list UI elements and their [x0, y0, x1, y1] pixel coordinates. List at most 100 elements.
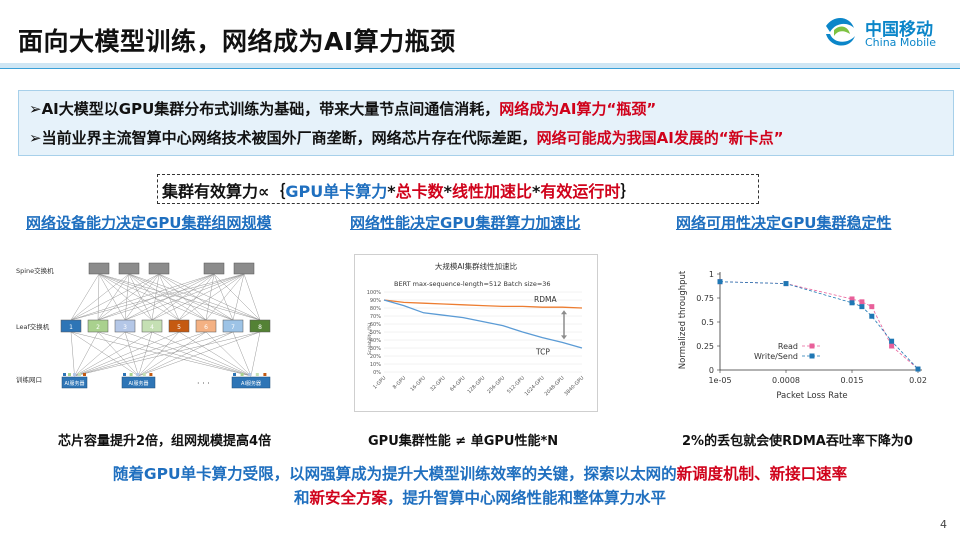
spine-leaf-link	[98, 273, 234, 321]
formula-gpu-compute: GPU单卡算力	[285, 182, 388, 201]
spine-leaf-link	[213, 273, 234, 321]
leaf-number: 7	[231, 324, 235, 331]
server-label: 训练网口	[16, 375, 42, 384]
gap-arrow-head	[561, 310, 567, 315]
y-tick-label: 1	[709, 270, 714, 279]
leaf-server-link	[205, 331, 252, 377]
leaf-server-link	[74, 331, 126, 377]
leaf-server-link	[97, 331, 252, 377]
server-port	[78, 373, 81, 376]
leaf-server-link	[250, 331, 261, 377]
y-tick-label: 10%	[370, 362, 381, 368]
data-point-write-send	[889, 338, 895, 344]
compute-formula: 集群有效算力∝｛GPU单卡算力*总卡数*线性加速比*有效运行时｝	[162, 178, 636, 202]
summary-highlight: 新安全方案	[309, 489, 387, 507]
leaf-number: 6	[204, 324, 208, 331]
leaf-server-link	[74, 331, 261, 377]
chart-series	[717, 279, 921, 372]
bullet-arrow-icon: ➢	[29, 100, 42, 118]
y-tick-label: 0	[709, 366, 714, 375]
formula-suffix: ｝	[620, 182, 637, 201]
bullet-text: 当前业界主流智算中心网络技术被国外厂商垄断，网络芯片存在代际差距，	[41, 129, 537, 147]
topology-heading: 网络设备能力决定GPU集群组网规模	[26, 214, 272, 232]
series-line-tcp	[383, 299, 583, 349]
y-tick-label: 100%	[367, 290, 382, 296]
leaf-server-link	[232, 331, 252, 377]
gap-arrow-head	[561, 335, 567, 340]
server-port	[123, 373, 126, 376]
leaf-server-link	[97, 331, 139, 377]
leaf-switch	[168, 319, 190, 333]
server-port	[255, 373, 259, 376]
leaf-server-link	[74, 331, 234, 377]
leaf-server-link	[178, 331, 252, 377]
ai-server-label: AI服务器	[65, 380, 85, 387]
spine-leaf-link	[158, 273, 234, 321]
linearity-caption: GPU集群性能 ≠ 单GPU性能*N	[368, 434, 559, 449]
leaf-server-link	[138, 331, 261, 377]
spine-leaf-link	[243, 273, 261, 321]
spine-switch	[88, 262, 110, 275]
x-axis-label: Packet Loss Rate	[776, 391, 847, 401]
spine-leaf-link	[128, 273, 207, 321]
ai-server-label: AI服务器	[129, 380, 149, 387]
spine-leaf-link	[158, 273, 261, 321]
x-tick-label: 0.015	[841, 376, 864, 385]
spine-leaf-link	[151, 273, 245, 321]
topology-caption: 芯片容量提升2倍，组网规模提高4倍	[58, 434, 272, 449]
formula-multiply: *	[532, 182, 541, 201]
data-point-read	[859, 299, 865, 305]
compute-formula-box: 集群有效算力∝｛GPU单卡算力*总卡数*线性加速比*有效运行时｝	[157, 174, 759, 204]
server-ellipsis: · · ·	[197, 379, 210, 388]
spine-leaf-link	[151, 273, 215, 321]
series-label-tcp: TCP	[535, 347, 550, 356]
formula-effective-runtime: 有效运行时	[540, 182, 621, 201]
data-point-read	[849, 296, 855, 302]
leaf-server-link	[74, 331, 99, 377]
leaf-number: 1	[69, 324, 73, 331]
data-point-read	[889, 343, 895, 349]
leaf-server-link	[138, 331, 207, 377]
spine-leaf-link	[128, 273, 153, 321]
spine-leaf-link	[97, 273, 100, 321]
x-tick-label: 0.0008	[772, 376, 800, 385]
y-tick-label: 30%	[370, 346, 381, 352]
spine-leaf-link	[98, 273, 207, 321]
spine-label: Spine交换机	[16, 266, 54, 275]
spine-leaf-link	[178, 273, 245, 321]
summary-text: ，提升智算中心网络性能和整体算力水平	[387, 489, 667, 507]
bullet-text: AI大模型以GPU集群分布式训练为基础，带来大量节点间通信消耗，	[41, 100, 500, 118]
spine-leaf-link	[205, 273, 215, 321]
speedup-line-chart: 大规模AI集群线性加速比 BERT max-sequence-length=51…	[354, 254, 598, 412]
key-points-box: ➢AI大模型以GPU集群分布式训练为基础，带来大量节点间通信消耗，网络成为AI算…	[18, 90, 954, 156]
spine-leaf-link	[178, 273, 215, 321]
chart-frame	[354, 254, 598, 412]
ai-server	[231, 376, 271, 389]
spine-switches	[88, 262, 255, 275]
spine-leaf-link	[128, 273, 234, 321]
leaf-server-link	[138, 331, 153, 377]
leaf-server-link	[124, 331, 252, 377]
formula-prefix: 集群有效算力∝｛	[162, 182, 286, 201]
series-label-rdma: RDMA	[534, 295, 557, 304]
leaf-number: 4	[150, 324, 154, 331]
spine-leaf-link	[97, 273, 160, 321]
series-line-rdma	[383, 299, 583, 309]
spine-leaf-link	[97, 273, 130, 321]
spine-leaf-link	[205, 273, 245, 321]
formula-card-count: 总卡数	[395, 182, 444, 201]
spine-leaf-link	[98, 273, 261, 321]
leaf-server-link	[138, 331, 234, 377]
y-tick-label: 60%	[370, 322, 381, 328]
y-tick-label: 20%	[370, 354, 381, 360]
server-port	[248, 373, 252, 376]
formula-linear-speedup: 线性加速比	[452, 182, 533, 201]
spine-leaf-link	[98, 273, 180, 321]
x-tick-label: 0.02	[909, 376, 927, 385]
ai-server	[61, 376, 88, 389]
y-tick-label: 0.75	[696, 294, 714, 303]
spine-leaf-link	[70, 273, 130, 321]
leaf-server-link	[151, 331, 252, 377]
y-axis-label: Scalability (%)	[367, 323, 373, 356]
